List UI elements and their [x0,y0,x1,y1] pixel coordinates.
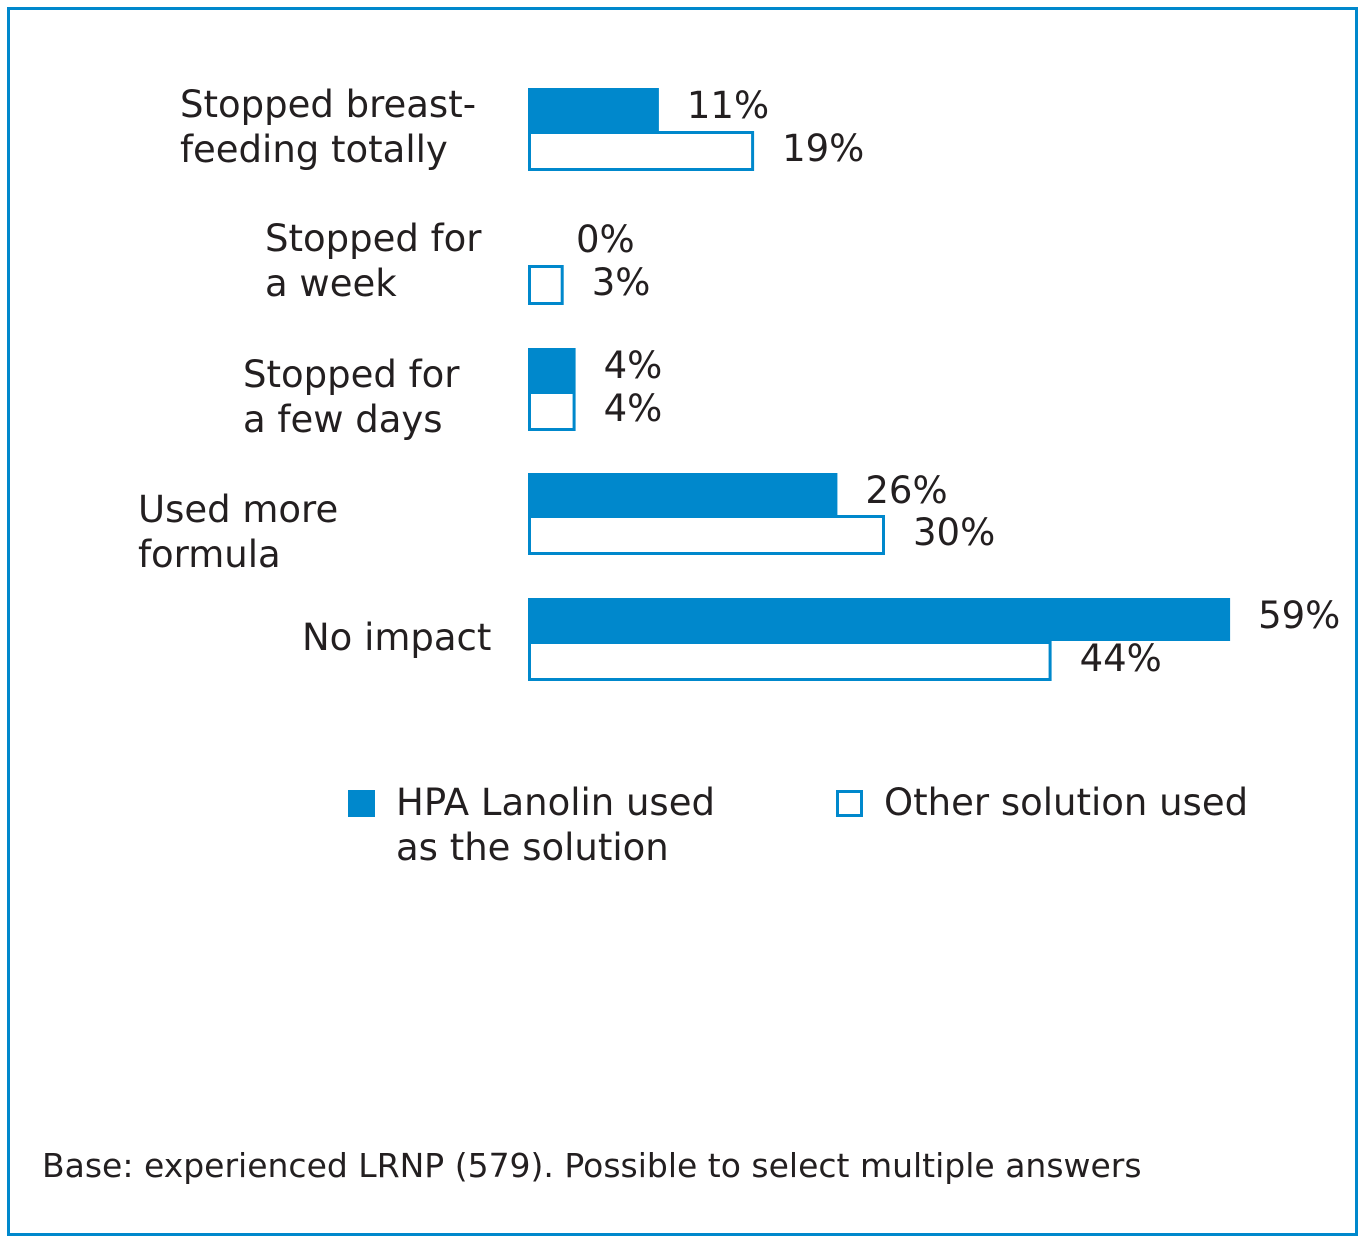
bar-other-solution [528,391,576,431]
legend-swatch-outline [836,790,863,817]
category-label: Stopped breast- feeding totally [180,83,477,171]
value-label-other-solution: 44% [1079,637,1162,680]
value-label-other-solution: 19% [782,127,865,170]
value-label-other-solution: 30% [913,511,996,554]
bar-hpa-lanolin [528,473,838,516]
bar-hpa-lanolin [528,88,659,131]
bar-hpa-lanolin [528,348,576,391]
bar-hpa-lanolin [528,598,1231,641]
category-label: Stopped for a week [265,217,482,305]
value-label-other-solution: 3% [591,261,651,304]
legend-swatch-filled [348,790,375,817]
bar-other-solution [528,265,564,305]
value-label-hpa-lanolin: 59% [1258,594,1341,637]
category-label: No impact [302,616,492,659]
bar-other-solution [528,641,1052,681]
category-label: Stopped for a few days [243,353,460,441]
value-label-other-solution: 4% [603,387,663,430]
value-label-hpa-lanolin: 0% [576,218,635,261]
footnote: Base: experienced LRNP (579). Possible t… [42,1146,1142,1185]
bar-other-solution [528,131,755,171]
chart-frame [7,7,1358,1236]
value-label-hpa-lanolin: 4% [603,344,663,387]
value-label-hpa-lanolin: 26% [865,469,948,512]
category-label: Used more formula [138,488,339,576]
legend-label-hpa-lanolin: HPA Lanolin used as the solution [396,781,715,869]
legend-label-other-solution: Other solution used [884,781,1249,824]
bar-other-solution [528,515,885,555]
value-label-hpa-lanolin: 11% [686,84,770,127]
